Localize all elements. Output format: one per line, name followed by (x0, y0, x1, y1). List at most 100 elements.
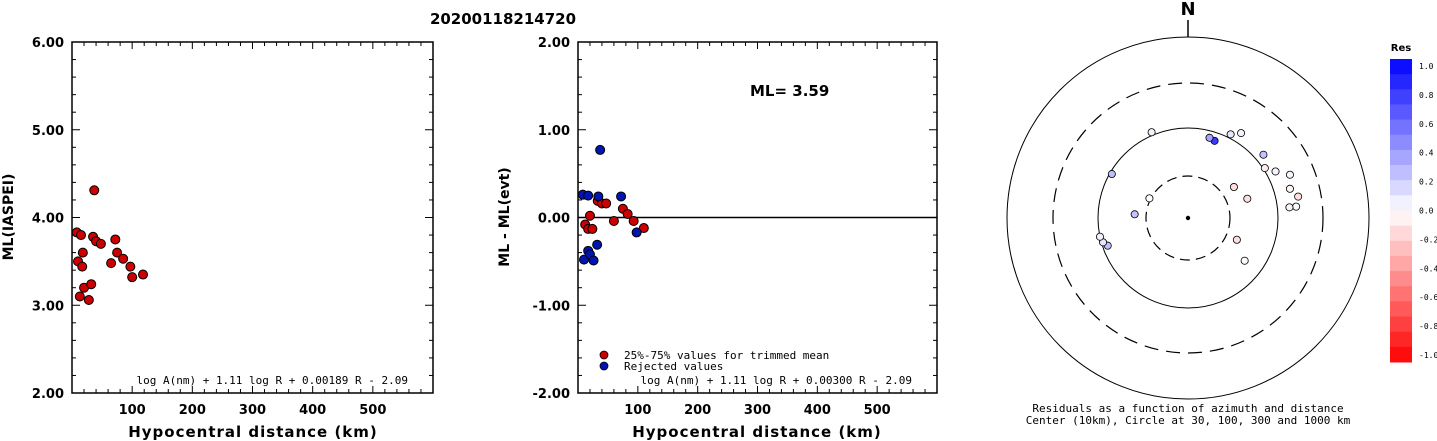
residual-chart: 100 200 300 400 500 -2.00 -1.00 0.00 1.00 2.00 ML… (497, 36, 938, 441)
polar-caption-line1: Residuals as a function of azimuth and d… (1032, 402, 1343, 415)
magnitude-axis-ticks: 100 200 300 400 500 2.00 3.00 4.00 5.00 6.00 (32, 36, 433, 418)
ring-1000km (1006, 36, 1370, 400)
data-point (112, 247, 123, 258)
data-point (89, 185, 100, 196)
station-point (1229, 183, 1238, 192)
station-point (1095, 232, 1104, 241)
colorbar-cell (1390, 271, 1412, 287)
station-point (1205, 133, 1214, 142)
legend-marker-rejected (599, 361, 609, 371)
colorbar-cell (1390, 59, 1412, 75)
x-tick-label: 300 (239, 403, 266, 418)
ring-30km (1145, 175, 1231, 261)
y-tick-label: -2.00 (533, 387, 570, 402)
data-point (137, 269, 148, 280)
colorbar-cell (1390, 134, 1412, 151)
station-point (1285, 170, 1294, 179)
y-tick-label: 1.00 (538, 124, 570, 139)
station-point (1145, 194, 1154, 203)
data-point (583, 190, 594, 201)
y-tick-label: 0.00 (538, 212, 570, 227)
data-point (106, 258, 117, 269)
residual-x-label: Hypocentral distance (km) (632, 423, 882, 441)
colorbar-cell (1390, 301, 1412, 318)
station-point (1237, 129, 1246, 138)
colorbar-tick-label: 1.0 (1419, 62, 1434, 71)
data-point (592, 239, 603, 250)
data-point (127, 272, 138, 283)
station-point (1147, 128, 1156, 137)
data-point (593, 191, 604, 202)
colorbar-cell (1390, 316, 1412, 333)
x-tick-label: 200 (179, 403, 206, 418)
residual-axis-ticks: 100 200 300 400 500 -2.00 -1.00 0.00 1.00 2.00 (533, 36, 937, 418)
magnitude-plot-frame (71, 41, 434, 394)
data-point (595, 144, 606, 155)
data-point (86, 279, 97, 290)
polar-points (1095, 128, 1303, 265)
data-point (77, 247, 88, 258)
colorbar-labels: 1.0 0.8 0.6 0.4 0.2 0.0 -0.2 -0.4 -0.6 -0.8 -1.0 (1419, 62, 1437, 360)
station-point (1259, 150, 1268, 159)
colorbar-cell (1390, 346, 1412, 363)
magnitude-x-label: Hypocentral distance (km) (128, 423, 378, 441)
magnitude-points (71, 185, 148, 305)
station-point (1294, 192, 1303, 201)
data-point (631, 227, 642, 238)
data-point (622, 208, 633, 219)
colorbar-tick-label: -1.0 (1419, 351, 1437, 360)
residual-formula: log A(nm) + 1.11 log R + 0.00300 R - 2.0… (640, 374, 912, 387)
polar-caption-line2: Center (10km), Circle at 30, 100, 300 an… (1026, 414, 1351, 427)
colorbar-title: Res (1391, 43, 1411, 54)
colorbar-cell (1390, 180, 1412, 196)
data-point (638, 223, 649, 234)
colorbar-cell (1390, 119, 1412, 136)
x-tick-label: 100 (119, 403, 146, 418)
data-point (601, 198, 612, 209)
colorbar-tick-label: -0.4 (1419, 264, 1437, 273)
magnitude-formula: log A(nm) + 1.11 log R + 0.00189 R - 2.0… (136, 374, 408, 387)
colorbar-cell (1390, 149, 1412, 166)
residual-legend: 25%-75% values for trimmed mean Rejected… (599, 349, 829, 373)
ring-300km (1052, 82, 1324, 354)
polar-chart: N Residuals as a function of azimuth and… (1006, 0, 1370, 427)
x-tick-label: 500 (864, 403, 891, 418)
colorbar-cell (1390, 331, 1412, 348)
colorbar-tick-label: 0.0 (1419, 207, 1434, 216)
y-tick-label: -1.00 (533, 299, 570, 314)
colorbar-tick-label: -0.8 (1419, 322, 1437, 331)
legend-marker-used (599, 350, 609, 360)
residual-points (577, 144, 649, 266)
colorbar-tick-label: 0.2 (1419, 178, 1434, 187)
data-point (125, 261, 136, 272)
station-point (1260, 164, 1269, 173)
station-point (1292, 202, 1301, 211)
data-point (616, 191, 627, 202)
x-tick-label: 500 (359, 403, 386, 418)
colorbar-cell (1390, 74, 1412, 90)
station-point (1243, 194, 1252, 203)
colorbar-cell (1390, 104, 1412, 121)
page-title: 20200118214720 (430, 10, 576, 28)
colorbar-tick-label: 0.8 (1419, 91, 1434, 100)
data-point (77, 261, 88, 272)
y-tick-label: 4.00 (32, 212, 64, 227)
station-point (1226, 130, 1235, 139)
x-tick-label: 100 (624, 403, 651, 418)
epicenter-marker (1185, 215, 1191, 221)
data-point (608, 216, 619, 227)
station-point (1271, 167, 1280, 176)
colorbar-tick-label: 0.4 (1419, 149, 1434, 158)
y-tick-label: 2.00 (538, 36, 570, 51)
legend-label-used: 25%-75% values for trimmed mean (624, 349, 829, 362)
colorbar-tick-label: -0.2 (1419, 235, 1437, 244)
colorbar-cell (1390, 255, 1412, 272)
station-point (1232, 235, 1241, 244)
y-tick-label: 6.00 (32, 36, 64, 51)
station-point (1107, 170, 1116, 179)
north-label: N (1180, 0, 1195, 20)
data-point (74, 291, 85, 302)
y-tick-label: 2.00 (32, 387, 64, 402)
colorbar-cell (1390, 195, 1412, 211)
station-point (1285, 203, 1294, 212)
